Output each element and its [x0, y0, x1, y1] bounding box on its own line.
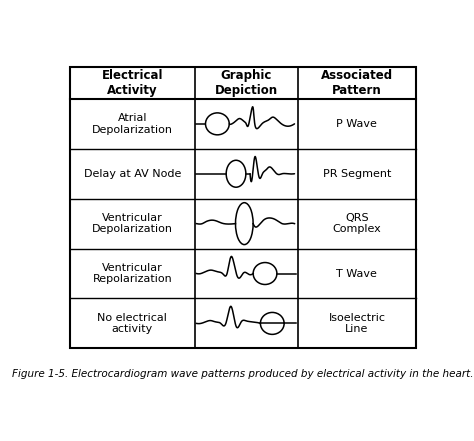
Text: PR Segment: PR Segment [323, 169, 391, 179]
Text: QRS
Complex: QRS Complex [332, 213, 381, 235]
Text: Graphic
Depiction: Graphic Depiction [215, 69, 278, 97]
Text: P Wave: P Wave [337, 119, 377, 129]
Text: T Wave: T Wave [337, 269, 377, 279]
Text: Figure 1-5. Electrocardiogram wave patterns produced by electrical activity in t: Figure 1-5. Electrocardiogram wave patte… [12, 369, 474, 379]
Text: Delay at AV Node: Delay at AV Node [84, 169, 181, 179]
Text: Isoelectric
Line: Isoelectric Line [328, 313, 385, 334]
Text: Ventricular
Depolarization: Ventricular Depolarization [92, 213, 173, 235]
Text: No electrical
activity: No electrical activity [98, 313, 167, 334]
Text: Atrial
Depolarization: Atrial Depolarization [92, 113, 173, 135]
Text: Associated
Pattern: Associated Pattern [321, 69, 393, 97]
Text: Ventricular
Repolarization: Ventricular Repolarization [92, 263, 173, 284]
Text: Electrical
Activity: Electrical Activity [102, 69, 163, 97]
